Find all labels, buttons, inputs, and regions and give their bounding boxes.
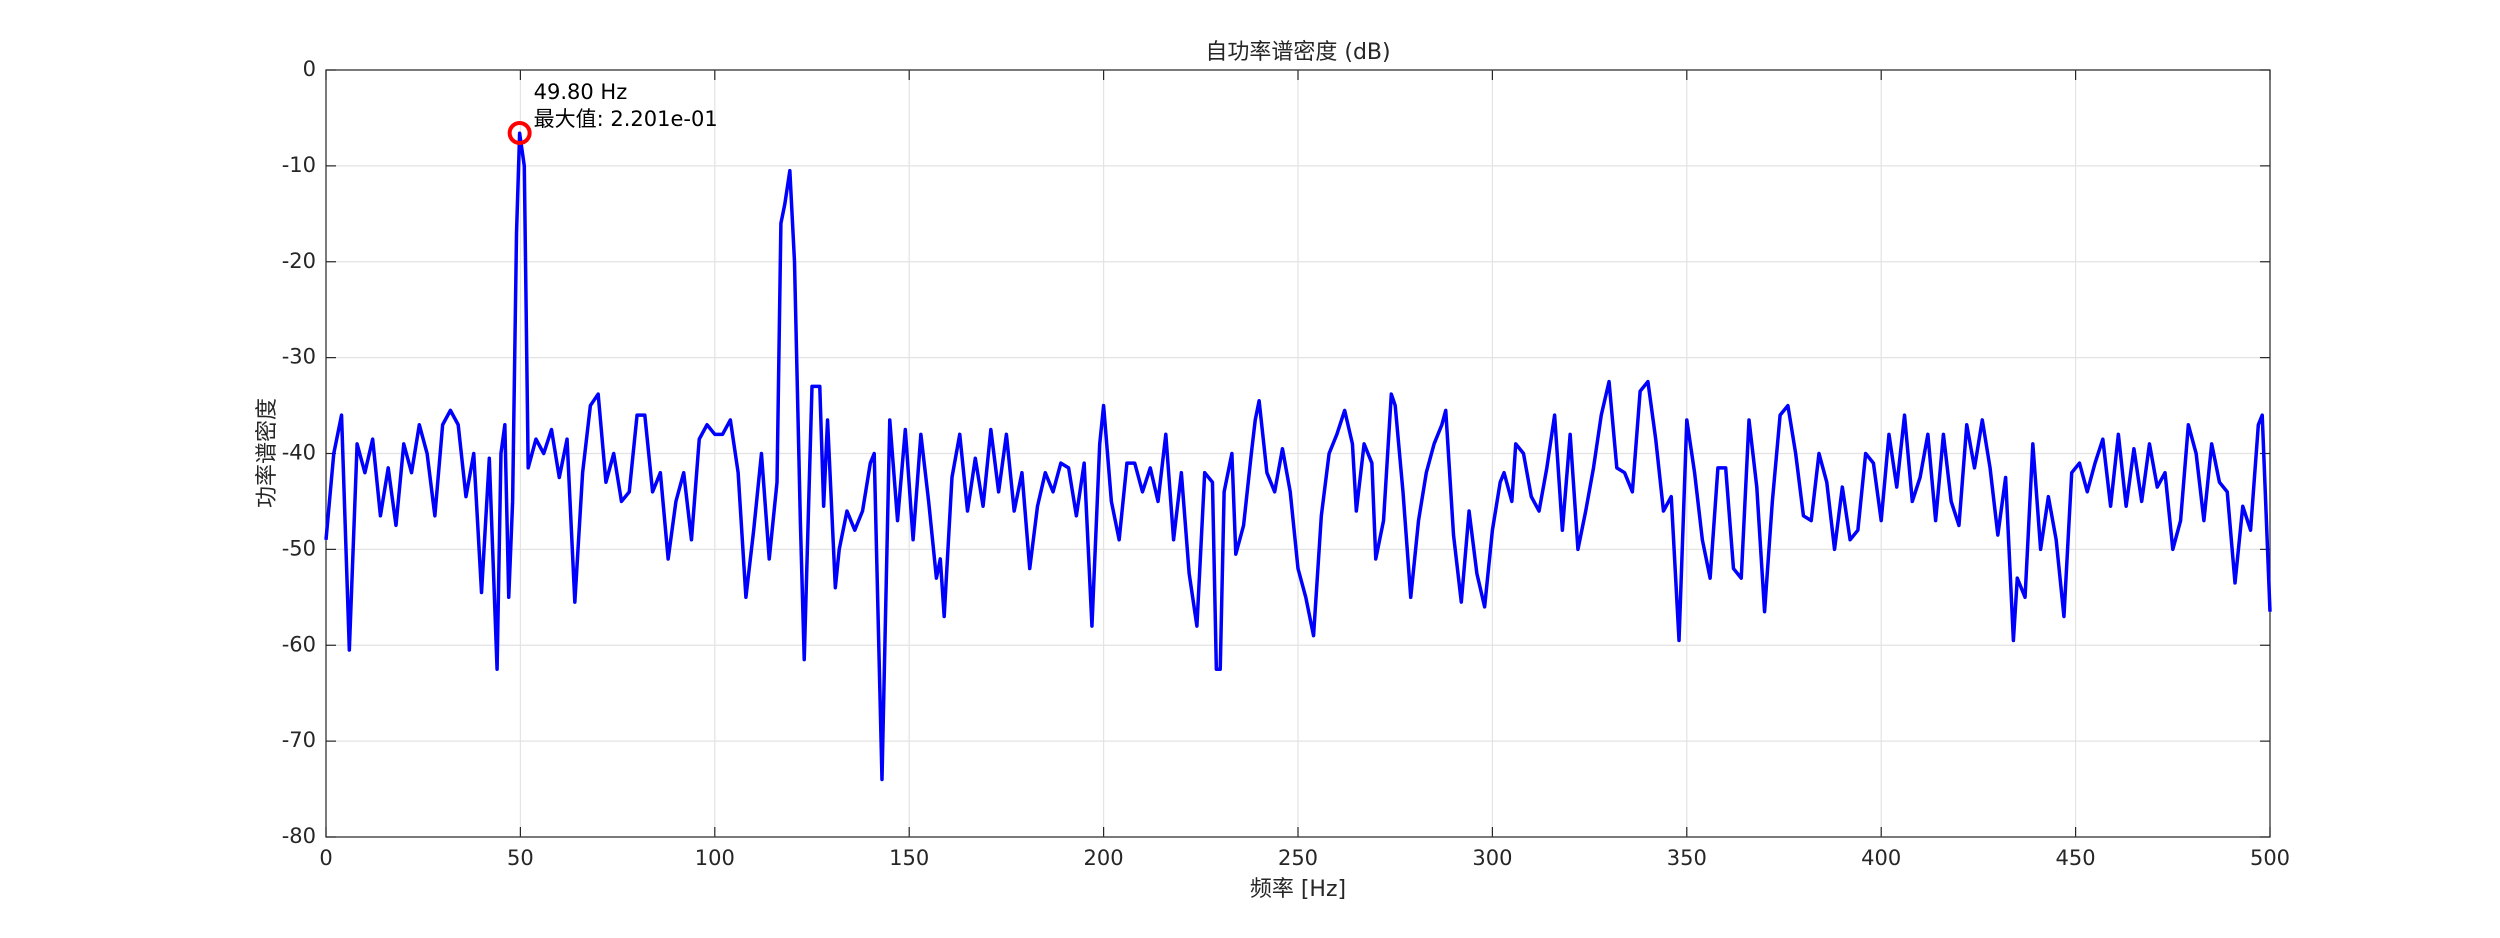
x-tick-label: 350 [1667,846,1707,870]
x-tick-label: 500 [2250,846,2290,870]
x-tick-label: 450 [2056,846,2096,870]
max-marker [507,120,532,145]
y-tick-label: 0 [303,57,316,81]
chart-title: 自功率谱密度 (dB) [1205,40,1390,65]
x-axis-label: 频率 [Hz] [1250,877,1346,902]
y-tick-label: -60 [282,632,316,656]
y-tick-label: -70 [282,728,316,752]
y-tick-label: -20 [282,249,316,273]
y-tick-label: -50 [282,536,316,560]
x-tick-label: 0 [319,846,332,870]
x-tick-label: 150 [889,846,929,870]
y-tick-label: -80 [282,824,316,848]
x-tick-label: 400 [1861,846,1901,870]
psd-line [324,131,2272,782]
x-tick-label: 50 [507,846,534,870]
x-tick-label: 300 [1472,846,1512,870]
plot-frame [325,69,2271,838]
y-tick-label: -40 [282,441,316,465]
x-tick-label: 250 [1278,846,1318,870]
annotation: 最大值: 2.201e-01 [534,107,718,131]
y-tick-label: -10 [282,153,316,177]
x-tick-label: 200 [1084,846,1124,870]
x-tick-label: 100 [695,846,735,870]
y-axis-label: 功率谱密度 [255,398,280,508]
y-tick-label: -30 [282,345,316,369]
annotation: 49.80 Hz [534,80,628,104]
